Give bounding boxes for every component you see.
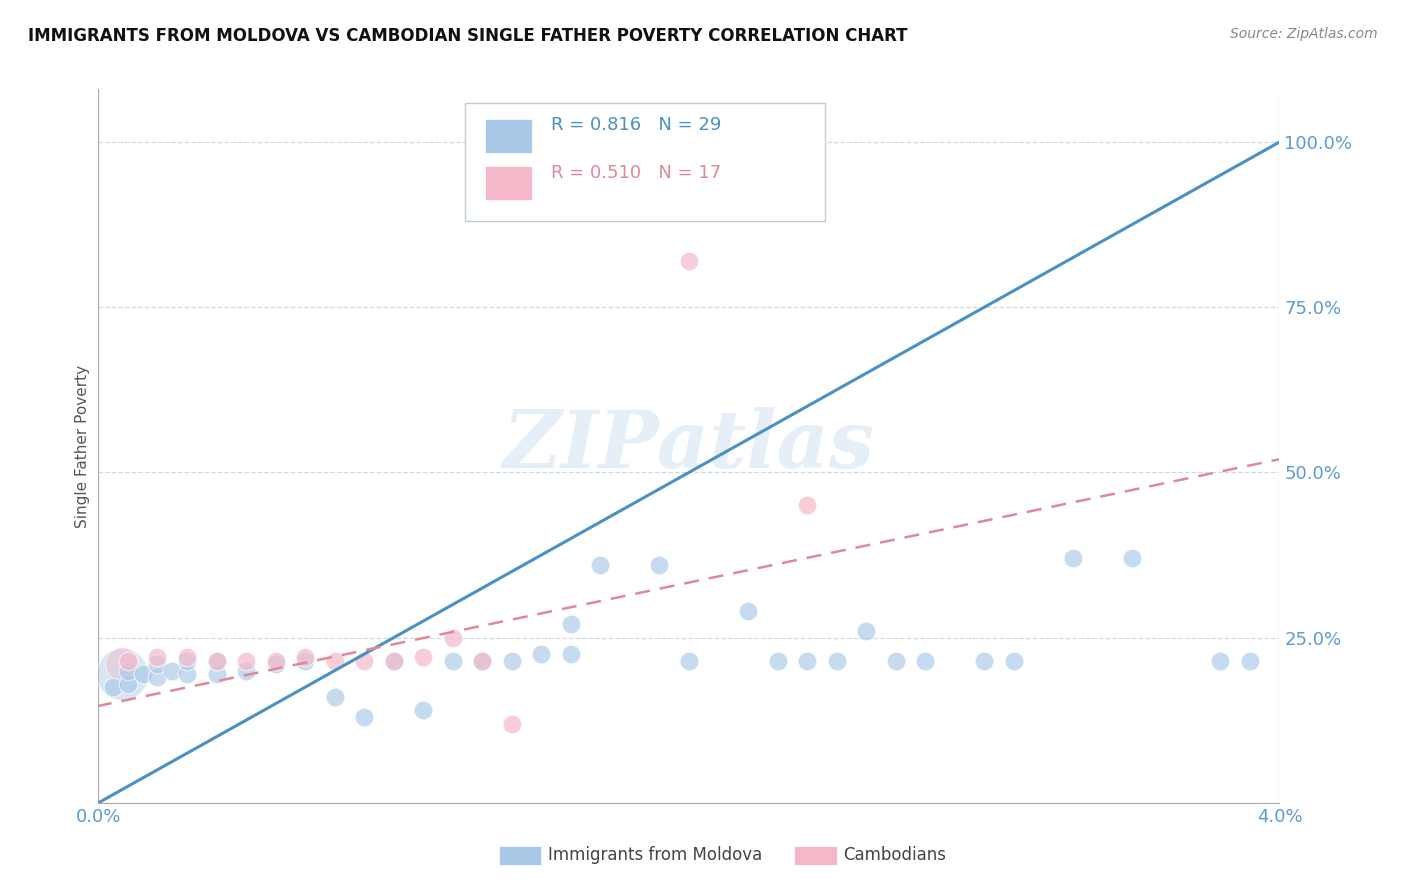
Point — [235, 664, 257, 678]
Point — [501, 654, 523, 668]
Point — [737, 604, 759, 618]
Point — [176, 654, 198, 668]
Point — [530, 647, 553, 661]
Point — [1121, 551, 1143, 566]
Point — [589, 558, 612, 572]
Point — [766, 654, 789, 668]
Text: R = 0.510   N = 17: R = 0.510 N = 17 — [551, 164, 721, 182]
Point — [264, 654, 287, 668]
Point — [441, 654, 464, 668]
Point — [205, 654, 228, 668]
Point — [294, 654, 316, 668]
Text: R = 0.816   N = 29: R = 0.816 N = 29 — [551, 116, 721, 134]
Point — [205, 667, 228, 681]
Point — [146, 670, 169, 684]
Point — [560, 617, 582, 632]
Point — [353, 654, 375, 668]
Point — [412, 703, 434, 717]
Point — [146, 650, 169, 665]
Point — [294, 650, 316, 665]
Point — [103, 680, 125, 694]
Point — [1209, 654, 1232, 668]
Point — [560, 647, 582, 661]
Point — [973, 654, 995, 668]
Point — [132, 667, 155, 681]
Point — [855, 624, 877, 638]
Point — [117, 664, 139, 678]
Point — [471, 654, 494, 668]
Point — [471, 654, 494, 668]
Point — [648, 558, 671, 572]
Point — [353, 710, 375, 724]
Point — [111, 657, 134, 671]
Point — [501, 716, 523, 731]
Point — [1386, 730, 1406, 744]
Point — [678, 654, 700, 668]
Point — [146, 657, 169, 671]
Point — [1062, 551, 1084, 566]
Point — [323, 690, 346, 704]
Point — [264, 657, 287, 671]
Point — [884, 654, 907, 668]
Point — [111, 667, 134, 681]
Text: Immigrants from Moldova: Immigrants from Moldova — [548, 847, 762, 864]
Point — [205, 654, 228, 668]
Point — [796, 654, 818, 668]
FancyBboxPatch shape — [485, 166, 531, 200]
Point — [117, 654, 139, 668]
Y-axis label: Single Father Poverty: Single Father Poverty — [75, 365, 90, 527]
Point — [176, 667, 198, 681]
Text: IMMIGRANTS FROM MOLDOVA VS CAMBODIAN SINGLE FATHER POVERTY CORRELATION CHART: IMMIGRANTS FROM MOLDOVA VS CAMBODIAN SIN… — [28, 27, 908, 45]
Point — [162, 664, 183, 678]
Text: Cambodians: Cambodians — [844, 847, 946, 864]
Point — [323, 654, 346, 668]
Point — [678, 254, 700, 268]
Point — [1239, 654, 1261, 668]
Point — [825, 654, 848, 668]
Text: Source: ZipAtlas.com: Source: ZipAtlas.com — [1230, 27, 1378, 41]
FancyBboxPatch shape — [485, 120, 531, 153]
Text: ZIPatlas: ZIPatlas — [503, 408, 875, 484]
Point — [1002, 654, 1025, 668]
Point — [117, 677, 139, 691]
Point — [176, 650, 198, 665]
Point — [382, 654, 405, 668]
Point — [914, 654, 936, 668]
Point — [235, 654, 257, 668]
Point — [412, 650, 434, 665]
FancyBboxPatch shape — [464, 103, 825, 221]
Point — [796, 499, 818, 513]
Point — [382, 654, 405, 668]
Point — [441, 631, 464, 645]
